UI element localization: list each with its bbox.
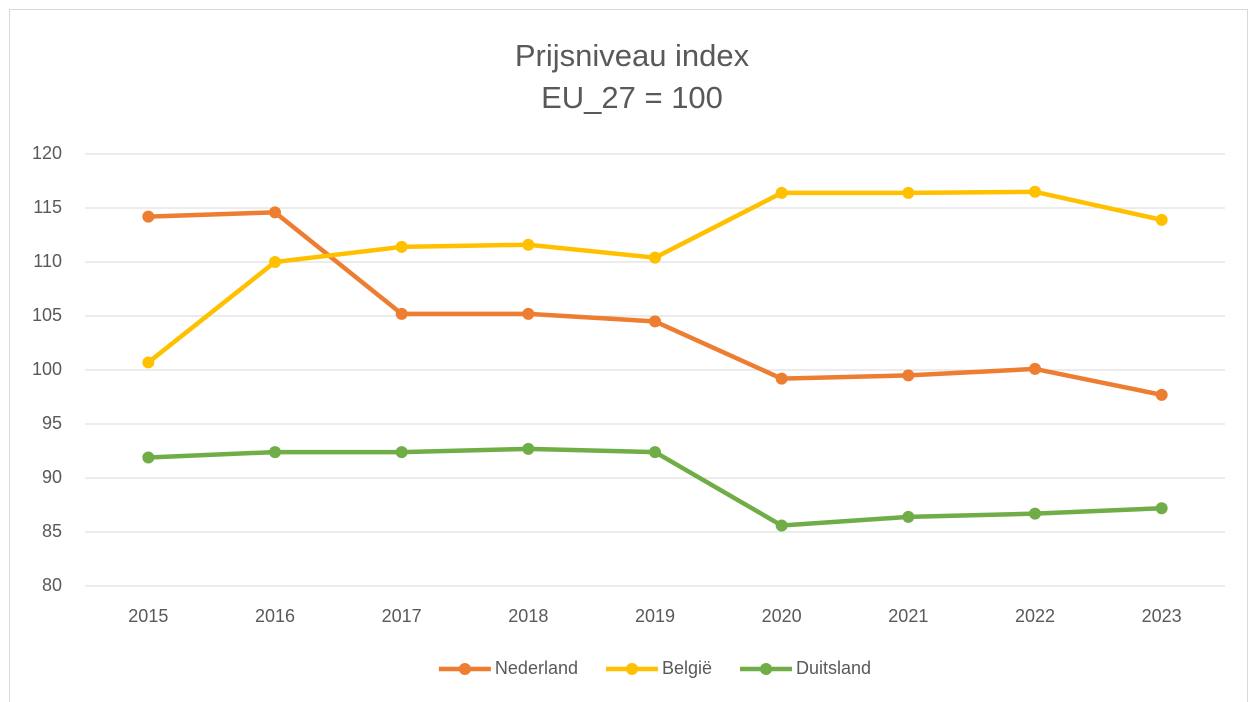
point xyxy=(142,451,155,464)
chart-subtitle: EU_27 = 100 xyxy=(541,80,723,115)
point xyxy=(142,356,155,369)
y-tick-label: 85 xyxy=(42,521,62,541)
x-tick-label: 2023 xyxy=(1142,606,1182,626)
point xyxy=(269,256,281,268)
legend-label: Duitsland xyxy=(796,658,871,678)
y-tick-label: 90 xyxy=(42,467,62,487)
point xyxy=(522,238,535,251)
point xyxy=(1029,185,1041,198)
point xyxy=(1029,507,1041,520)
x-tick-label: 2022 xyxy=(1015,606,1055,626)
x-tick-label: 2015 xyxy=(128,606,168,626)
legend-label: Nederland xyxy=(495,658,578,678)
y-tick-label: 95 xyxy=(42,413,62,433)
x-tick-label: 2020 xyxy=(762,606,802,626)
x-tick-label: 2016 xyxy=(255,606,295,626)
y-tick-label: 110 xyxy=(33,251,62,271)
legend-label: België xyxy=(662,658,712,678)
x-tick-label: 2018 xyxy=(508,606,548,626)
point xyxy=(649,315,661,328)
point xyxy=(1029,362,1041,375)
legend-marker xyxy=(625,663,638,675)
point xyxy=(395,307,408,320)
point xyxy=(902,369,915,382)
y-tick-label: 100 xyxy=(32,359,62,379)
point xyxy=(649,251,661,264)
chart-border xyxy=(9,9,1248,702)
y-tick-label: 115 xyxy=(33,197,62,217)
chart-title: Prijsniveau index xyxy=(515,38,750,73)
y-tick-label: 80 xyxy=(42,575,62,595)
point xyxy=(1155,213,1168,226)
legend-marker xyxy=(760,663,773,675)
y-tick-label: 120 xyxy=(32,143,62,163)
point xyxy=(775,372,788,385)
point xyxy=(1155,502,1168,515)
point xyxy=(269,446,281,459)
point xyxy=(649,446,661,459)
legend-marker xyxy=(458,663,471,675)
legend: Nederland België Duitsland xyxy=(438,658,871,678)
point xyxy=(775,519,788,532)
point xyxy=(902,186,915,199)
x-tick-label: 2019 xyxy=(635,606,675,626)
point xyxy=(1155,388,1168,401)
point xyxy=(395,240,408,253)
point xyxy=(902,510,915,523)
point xyxy=(522,442,535,455)
x-tick-label: 2017 xyxy=(382,606,422,626)
point xyxy=(522,307,535,320)
x-tick-label: 2021 xyxy=(888,606,928,626)
point xyxy=(395,446,408,459)
y-tick-label: 105 xyxy=(32,305,62,325)
point xyxy=(269,206,281,219)
point xyxy=(775,186,788,199)
point xyxy=(142,210,155,223)
